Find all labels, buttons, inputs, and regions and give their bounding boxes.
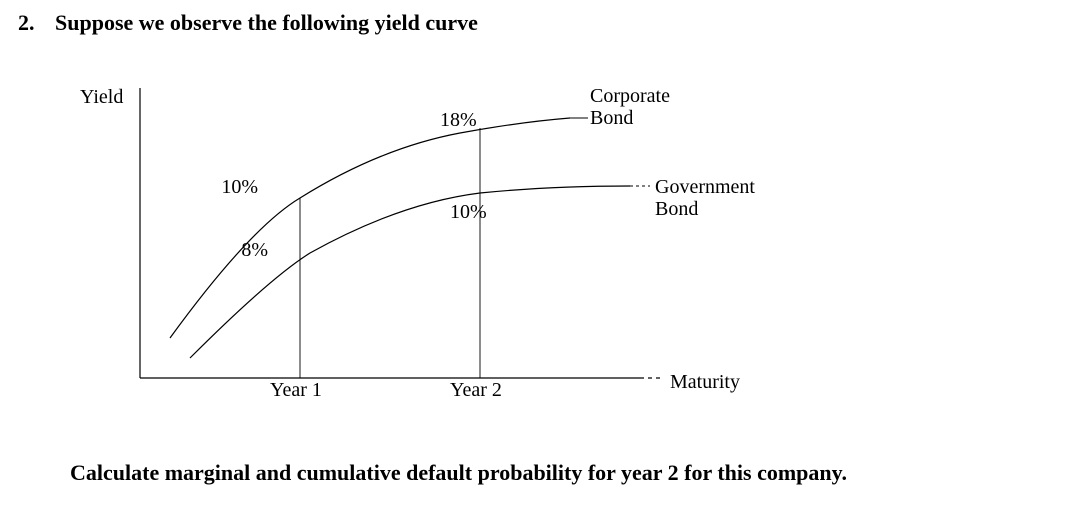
corporate-bond-curve — [170, 118, 588, 338]
x-axis-label: Maturity — [670, 371, 740, 393]
government-bond-curve — [190, 186, 650, 358]
gov-year1-value: 8% — [241, 239, 268, 261]
corporate-bond-label-2: Bond — [590, 107, 633, 129]
corporate-bond-label-1: Corporate — [590, 85, 670, 107]
gov-year2-value: 10% — [450, 201, 487, 223]
axes — [140, 88, 660, 378]
y-axis-label: Yield — [80, 86, 123, 108]
question-number: 2. — [18, 10, 35, 36]
corp-year1-value: 10% — [221, 176, 258, 198]
page-root: 2. Suppose we observe the following yiel… — [0, 0, 1092, 514]
x-tick-year1: Year 1 — [270, 379, 322, 401]
corp-year2-value: 18% — [440, 109, 477, 131]
government-bond-label-2: Bond — [655, 198, 698, 220]
government-bond-label-1: Government — [655, 176, 755, 198]
yield-curve-chart: Yield Corporate Bond Government Bond — [80, 78, 920, 408]
question-title: Suppose we observe the following yield c… — [55, 10, 478, 36]
x-tick-year2: Year 2 — [450, 379, 502, 401]
question-footer: Calculate marginal and cumulative defaul… — [70, 460, 847, 486]
